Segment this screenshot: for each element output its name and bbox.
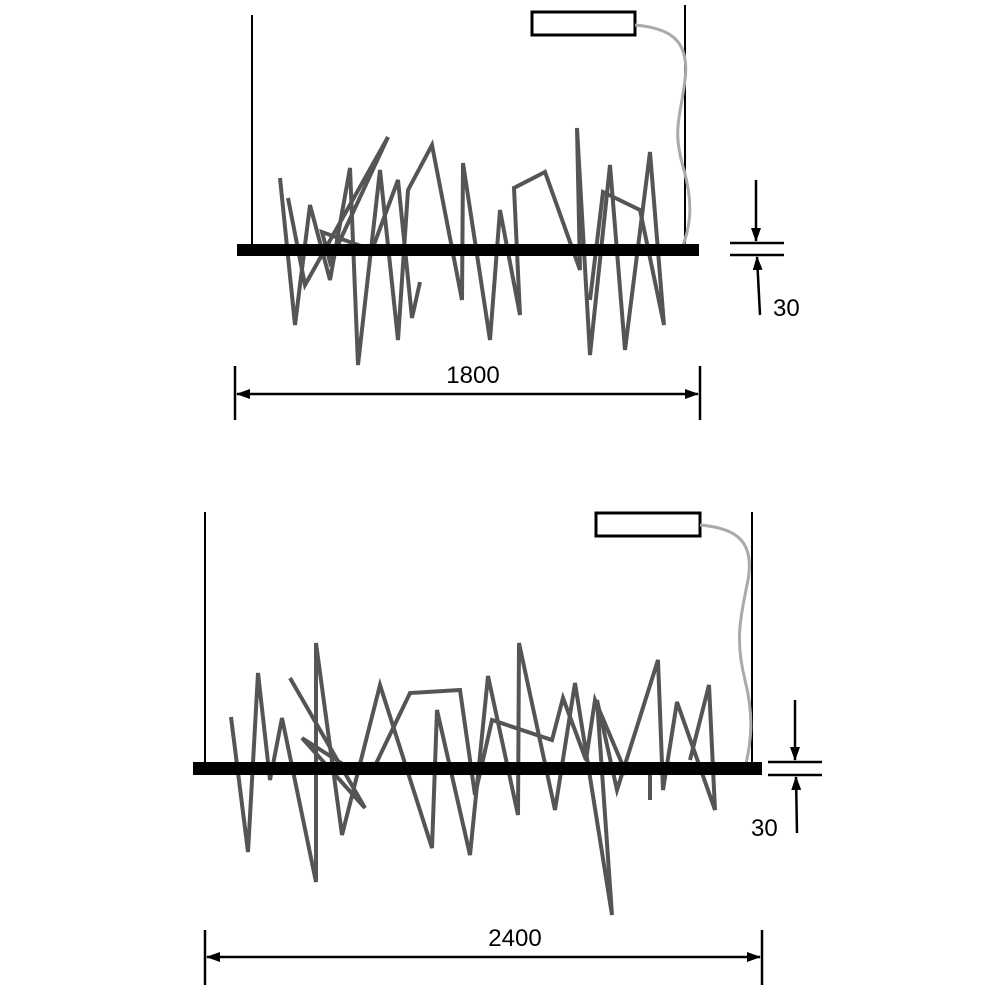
pendant-large: 2400 30 xyxy=(193,511,822,985)
thickness-label: 30 xyxy=(773,295,800,322)
width-label: 1800 xyxy=(446,362,499,389)
driver-box xyxy=(594,511,702,538)
zigzag-element xyxy=(286,136,422,319)
zigzag-element xyxy=(278,127,666,366)
power-cable xyxy=(634,23,692,247)
thickness-arrow xyxy=(752,256,763,316)
thickness-arrow xyxy=(791,776,802,834)
base-bar xyxy=(237,244,699,256)
driver-box xyxy=(530,10,637,37)
base-bar xyxy=(193,762,762,775)
zigzag-element xyxy=(288,677,652,810)
width-label: 2400 xyxy=(488,925,541,952)
pendant-small: 1800 30 xyxy=(233,5,800,420)
thickness-label: 30 xyxy=(751,815,778,842)
power-cable xyxy=(699,523,753,765)
